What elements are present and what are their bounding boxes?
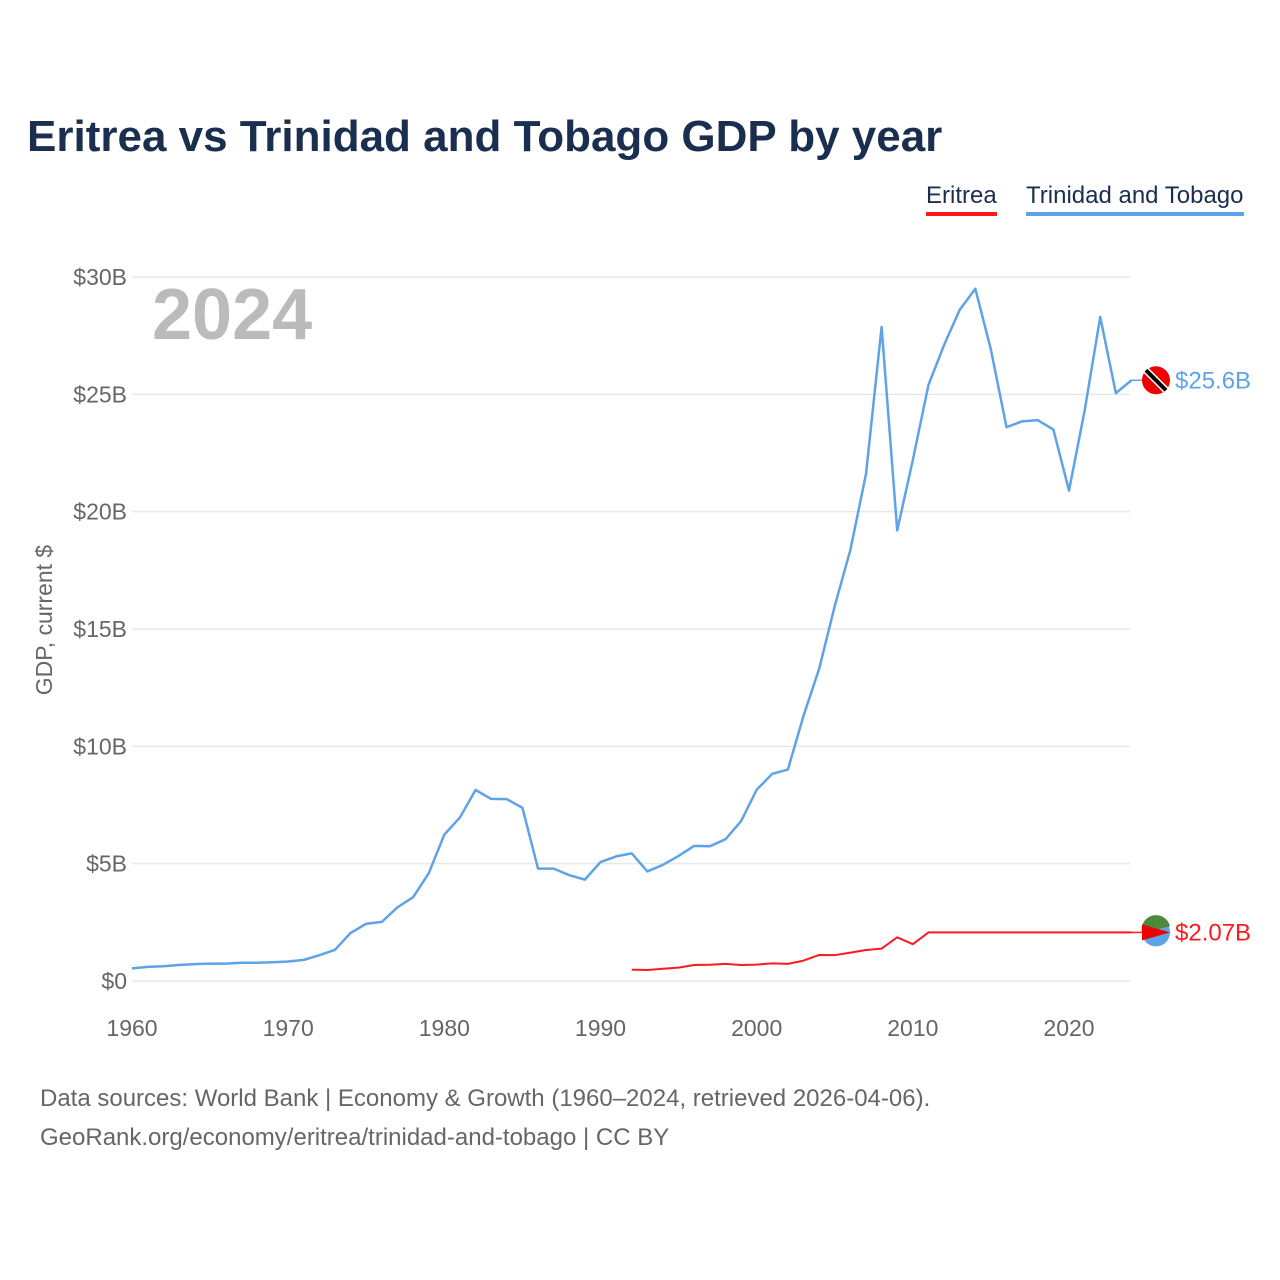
y-tick-label: $10B (73, 733, 127, 759)
flag-stripe (1144, 368, 1168, 392)
y-tick-label: $15B (73, 616, 127, 642)
series-line-eritrea (631, 931, 1132, 971)
y-tick-label: $5B (86, 851, 127, 877)
x-tick-label: 1960 (106, 1015, 157, 1041)
y-tick-label: $30B (73, 264, 127, 290)
x-tick-label: 1990 (575, 1015, 626, 1041)
legend-eritrea[interactable]: Eritrea (926, 182, 997, 216)
y-tick-label: $20B (73, 499, 127, 525)
x-tick-label: 2010 (887, 1015, 938, 1041)
y-axis-label: GDP, current $ (31, 545, 57, 696)
chart-title: Eritrea vs Trinidad and Tobago GDP by ye… (27, 112, 943, 161)
y-tick-label: $0 (101, 968, 127, 994)
series-line-trinidad (131, 287, 1133, 970)
x-tick-label: 1980 (419, 1015, 470, 1041)
y-tick-label: $25B (73, 381, 127, 407)
end-value-label: $25.6B (1175, 367, 1251, 394)
year-label: 2024 (152, 275, 312, 355)
flag-red (1142, 924, 1170, 941)
source-line: Data sources: World Bank | Economy & Gro… (40, 1085, 931, 1112)
end-value-label: $2.07B (1175, 919, 1251, 946)
legend-trinidad[interactable]: Trinidad and Tobago (1026, 182, 1244, 216)
x-tick-label: 2020 (1043, 1015, 1094, 1041)
x-tick-label: 1970 (263, 1015, 314, 1041)
source-url[interactable]: GeoRank.org/economy/eritrea/trinidad-and… (40, 1124, 670, 1151)
x-tick-label: 2000 (731, 1015, 782, 1041)
